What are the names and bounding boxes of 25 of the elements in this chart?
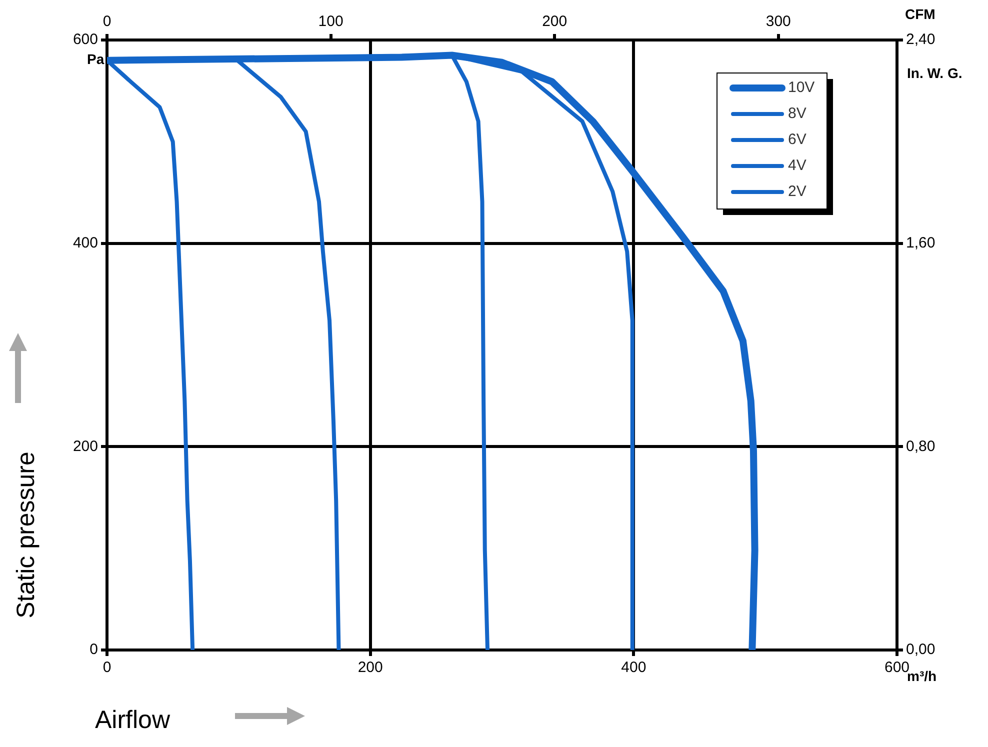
x-axis-title: Airflow — [95, 706, 171, 734]
y2-tick-label: 1,60 — [906, 234, 936, 252]
y-tick-label: 200 — [72, 438, 98, 455]
x2-axis-title: CFM — [905, 6, 936, 22]
legend-label: 4V — [788, 157, 806, 174]
y-tick-label: 0 — [90, 641, 98, 658]
x2-tick-label: 200 — [542, 13, 568, 30]
legend-label: 2V — [788, 183, 806, 200]
x2-tick-label: 0 — [102, 13, 112, 30]
y2-tick-label: 0,00 — [906, 641, 936, 658]
x-tick-label: 400 — [621, 659, 646, 676]
y-axis-title: Static pressure — [12, 452, 40, 618]
legend-label: 6V — [788, 131, 806, 148]
x2-tick-label: 300 — [766, 13, 791, 30]
x-tick-label: 200 — [358, 659, 383, 676]
legend-label: 10V — [788, 79, 815, 96]
text: Pa — [87, 50, 104, 67]
y2-tick-label: 0,80 — [906, 438, 936, 455]
y-tick-label: 600 — [72, 31, 98, 48]
legend-label: 8V — [788, 105, 806, 122]
y2-tick-label: 2,40 — [906, 31, 936, 48]
y2-axis-title: In. W. G. — [907, 64, 962, 81]
x2-tick-label: 100 — [318, 13, 344, 30]
x-tick-label: 0 — [102, 659, 112, 676]
y-tick-label: 400 — [72, 234, 98, 252]
